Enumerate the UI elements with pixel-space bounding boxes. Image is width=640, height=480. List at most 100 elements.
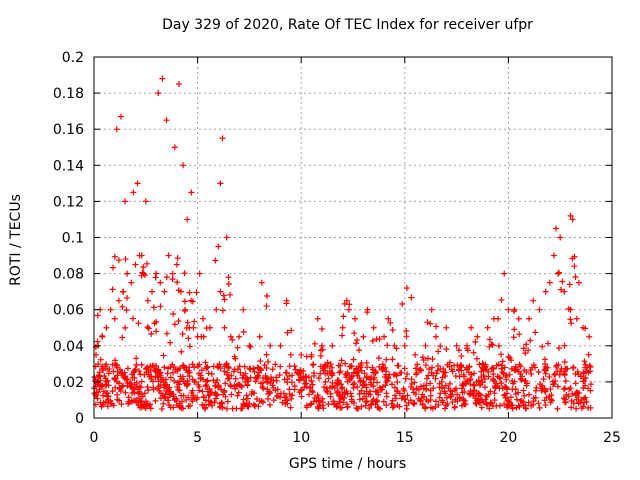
data-point [478,404,485,411]
data-point [427,320,434,327]
data-point [208,389,215,396]
data-point [238,383,245,390]
data-point [167,364,174,371]
data-point [447,391,454,398]
data-point [559,278,566,285]
data-point [572,273,579,280]
x-tick-label: 10 [292,430,310,446]
data-point [459,382,466,389]
data-point [424,355,431,362]
data-point [162,376,169,383]
data-point [578,405,585,412]
data-point [360,333,367,340]
data-point [282,369,289,376]
data-point [496,374,503,381]
data-point [383,402,390,409]
data-point [499,385,506,392]
data-point [107,306,114,313]
data-point [256,369,263,376]
data-point [130,315,137,322]
data-point [364,364,371,371]
data-point [503,376,510,383]
data-point [125,394,132,401]
data-point [356,347,363,354]
data-point [491,390,498,397]
data-point [544,340,551,347]
data-point [188,189,195,196]
data-point [116,397,123,404]
y-tick-label: 0.04 [53,339,84,355]
data-point [170,310,177,317]
data-point [403,328,410,334]
data-point [542,288,549,295]
data-point [339,324,346,331]
data-point [585,351,592,358]
data-point [546,373,553,380]
data-point [158,405,165,412]
data-point [420,356,427,363]
data-point [182,306,189,313]
data-point [221,389,228,396]
data-point [284,379,291,386]
y-tick-label: 0.1 [62,231,84,247]
data-point [123,294,130,301]
data-point [351,330,358,337]
data-point [484,324,491,331]
data-point [239,405,246,412]
data-point [417,366,424,373]
data-point [552,377,559,384]
data-point [265,358,272,365]
data-point [546,279,553,286]
data-point [171,144,178,151]
data-point [216,361,223,368]
data-point [113,362,120,369]
data-point [427,380,434,387]
data-point [243,400,250,407]
data-point [430,372,437,379]
data-point [340,313,347,320]
data-point [486,343,493,350]
data-point [155,373,162,380]
data-point [256,333,263,340]
data-point [361,370,368,377]
data-point [131,389,138,396]
data-point [171,377,178,384]
data-point [422,403,429,410]
data-point [211,399,218,406]
data-point [512,386,519,393]
data-point [263,375,270,382]
data-point [495,342,502,349]
data-point [364,306,371,313]
data-point [382,364,389,371]
data-point [581,358,588,365]
data-point [219,135,226,142]
data-point [580,378,587,385]
data-point [325,375,332,382]
data-point [104,365,111,372]
data-point [98,365,105,372]
data-point [487,388,494,395]
data-point [585,404,592,411]
data-point [117,113,124,120]
data-point [348,393,355,400]
data-point [586,362,593,369]
data-point [478,368,485,375]
data-point [174,255,181,262]
data-point [263,351,270,358]
data-point [343,401,350,408]
data-point [199,401,206,408]
data-point [383,356,390,363]
data-point [276,372,283,379]
data-point [389,381,396,388]
data-point [311,394,318,401]
data-point [160,352,167,359]
data-point [281,376,288,383]
data-point [338,385,345,392]
data-point [267,374,274,381]
data-point [505,306,512,313]
data-point [196,361,203,368]
data-point [320,367,327,374]
data-point [260,399,267,406]
data-point [155,366,162,373]
data-point [573,405,580,412]
